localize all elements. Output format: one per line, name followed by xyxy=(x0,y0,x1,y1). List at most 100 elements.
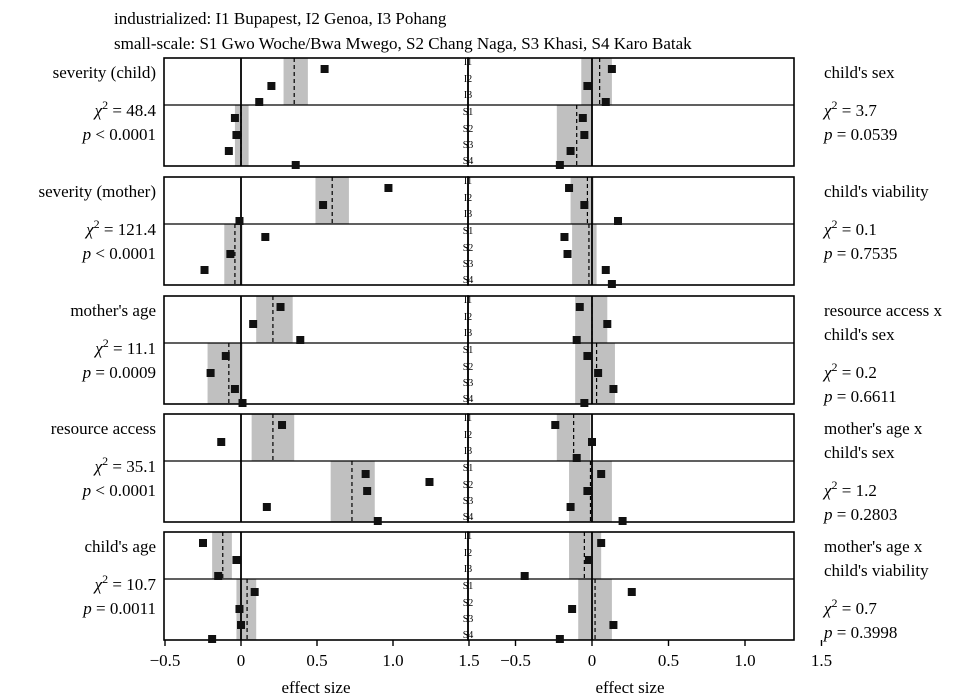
predictor-label: severity (mother) xyxy=(38,182,156,201)
p-value-stat: p = 0.0009 xyxy=(82,363,156,382)
ci-band-industrialized xyxy=(256,296,293,343)
marker-small-scale xyxy=(627,588,636,596)
marker-industrialized xyxy=(614,217,623,225)
predictor-label: child's sex xyxy=(824,63,895,82)
marker-industrialized xyxy=(319,201,328,209)
p-value-stat: p < 0.0001 xyxy=(82,481,156,500)
marker-small-scale xyxy=(250,588,259,596)
marker-industrialized xyxy=(278,421,287,429)
p-value-stat: p = 0.6611 xyxy=(823,387,897,406)
marker-industrialized xyxy=(520,572,529,580)
site-label: S2 xyxy=(463,124,474,135)
panel-right-2: child's viability χ2 = 0.1 p = 0.7535 xyxy=(467,176,929,288)
marker-small-scale xyxy=(232,131,241,139)
marker-small-scale xyxy=(363,487,372,495)
panel-left-1: severity (child) χ2 = 48.4 p < 0.0001 xyxy=(53,57,469,169)
panel-frame xyxy=(467,57,795,167)
marker-industrialized xyxy=(384,184,393,192)
ci-band-industrialized xyxy=(569,532,602,579)
chi-square-stat: χ2 = 0.1 xyxy=(822,217,877,239)
site-label: S2 xyxy=(463,598,474,609)
panel-right-3: resource access x child's sex χ2 = 0.2 p = … xyxy=(467,295,942,407)
chi-square-stat: χ2 = 0.2 xyxy=(822,360,877,382)
x-tick-label: 1.5 xyxy=(811,651,832,670)
panel-right-4: mother's age x child's sex χ2 = 1.2 p = 0.2… xyxy=(467,413,923,525)
marker-small-scale xyxy=(224,147,233,155)
panel-frame xyxy=(163,413,469,523)
marker-small-scale xyxy=(580,399,589,407)
ci-band-industrialized xyxy=(283,58,308,105)
marker-industrialized xyxy=(588,438,596,446)
marker-industrialized xyxy=(584,556,593,564)
predictor-label: child's viability xyxy=(824,561,929,580)
marker-industrialized xyxy=(607,65,616,73)
panel-frame xyxy=(163,531,469,641)
marker-small-scale xyxy=(261,233,270,241)
x-tick-label: 1.0 xyxy=(382,651,403,670)
marker-small-scale xyxy=(609,385,618,393)
marker-industrialized xyxy=(255,98,264,106)
site-label: I2 xyxy=(464,193,472,204)
x-tick-label: 0 xyxy=(588,651,597,670)
marker-small-scale xyxy=(594,369,603,377)
marker-small-scale xyxy=(568,605,577,613)
p-value-stat: p < 0.0001 xyxy=(82,244,156,263)
marker-small-scale xyxy=(291,161,300,169)
site-label: S1 xyxy=(463,463,474,474)
marker-small-scale xyxy=(361,470,370,478)
predictor-label: mother's age x xyxy=(824,537,923,556)
ci-band-small-scale xyxy=(572,224,597,285)
p-value-stat: p = 0.7535 xyxy=(823,244,897,263)
site-label: I2 xyxy=(464,430,472,441)
marker-small-scale xyxy=(237,621,245,629)
chi-square-stat: χ2 = 1.2 xyxy=(822,478,877,500)
marker-small-scale xyxy=(578,114,587,122)
site-label: S3 xyxy=(463,140,474,151)
marker-industrialized xyxy=(575,303,584,311)
panel-frame xyxy=(467,413,795,523)
panel-left-4: resource access χ2 = 35.1 p < 0.0001 xyxy=(51,413,469,525)
site-label: S4 xyxy=(463,512,474,523)
x-axis-label: effect size xyxy=(595,678,664,697)
predictor-label: mother's age x xyxy=(824,419,923,438)
site-label: I1 xyxy=(464,413,472,424)
marker-industrialized xyxy=(267,82,276,90)
x-tick-label: 0 xyxy=(237,651,246,670)
marker-industrialized xyxy=(199,539,207,547)
site-label: I1 xyxy=(464,57,472,68)
site-label: I1 xyxy=(464,176,472,187)
panel-frame xyxy=(163,57,469,167)
site-label: S1 xyxy=(463,226,474,237)
site-label: I3 xyxy=(464,564,472,575)
site-label: S1 xyxy=(463,345,474,356)
marker-industrialized xyxy=(217,438,226,446)
marker-small-scale xyxy=(563,250,572,258)
predictor-label: child's viability xyxy=(824,182,929,201)
predictor-label: child's sex xyxy=(824,325,895,344)
p-value-stat: p < 0.0001 xyxy=(82,125,156,144)
site-label: I1 xyxy=(464,531,472,542)
marker-industrialized xyxy=(572,454,581,462)
p-value-stat: p = 0.0539 xyxy=(823,125,897,144)
site-label: S4 xyxy=(463,394,474,405)
marker-small-scale xyxy=(208,635,217,643)
chi-square-stat: χ2 = 11.1 xyxy=(93,336,156,358)
site-label: I2 xyxy=(464,548,472,559)
marker-small-scale xyxy=(601,266,610,274)
predictor-label: child's age xyxy=(84,537,156,556)
marker-industrialized xyxy=(597,539,606,547)
marker-small-scale xyxy=(425,478,434,486)
marker-industrialized xyxy=(583,82,592,90)
ci-band-industrialized xyxy=(581,58,612,105)
site-label: I3 xyxy=(464,90,472,101)
marker-small-scale xyxy=(226,250,235,258)
marker-industrialized xyxy=(572,336,581,344)
panel-right-1: child's sex χ2 = 3.7 p = 0.0539 xyxy=(467,57,897,169)
site-label: S3 xyxy=(463,496,474,507)
x-tick-label: −0.5 xyxy=(150,651,181,670)
site-label: S1 xyxy=(463,581,474,592)
marker-small-scale xyxy=(238,399,247,407)
marker-industrialized xyxy=(232,556,241,564)
panel-left-3: mother's age χ2 = 11.1 p = 0.0009 xyxy=(70,295,469,407)
